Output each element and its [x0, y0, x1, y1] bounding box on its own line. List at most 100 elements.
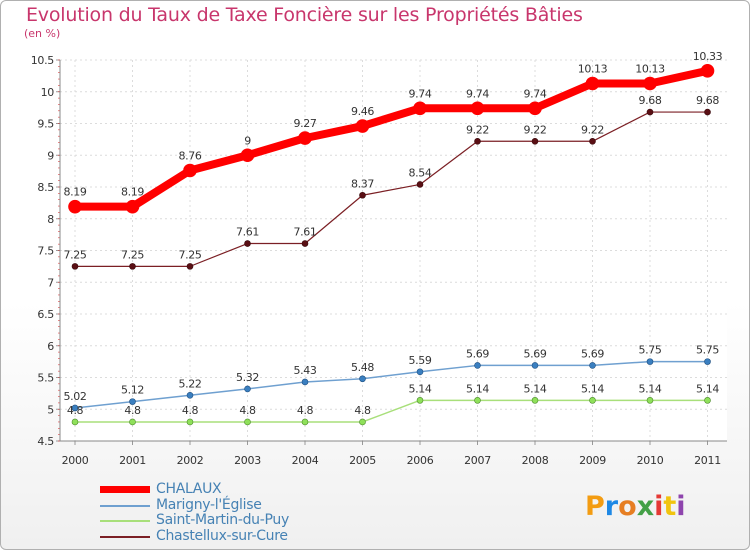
data-point-saint-martin-du-puy-2004: [301, 418, 309, 426]
data-label-saint-martin-du-puy-2011: 5.14: [696, 382, 719, 395]
data-point-marigny-l-eglise-2000: [71, 404, 79, 412]
data-point-marigny-l-eglise-2009: [589, 362, 596, 369]
data-point-chastellux-sur-cure-2001: [129, 263, 136, 270]
x-tick-label-2006: 2006: [407, 454, 434, 467]
x-tick-label-2005: 2005: [349, 454, 376, 467]
data-label-chastellux-sur-cure-2002: 7.25: [179, 248, 202, 261]
data-label-marigny-l-eglise-2010: 5.75: [639, 344, 662, 357]
y-tick-label-9: 9: [47, 149, 54, 162]
data-label-chastellux-sur-cure-2005: 8.37: [351, 177, 374, 190]
data-point-chalaux-2003: [240, 148, 255, 163]
data-point-marigny-l-eglise-2004: [301, 378, 309, 386]
legend-label-chalaux: CHALAUX: [156, 481, 222, 497]
data-label-saint-martin-du-puy-2006: 5.14: [409, 382, 432, 395]
x-tick-label-2004: 2004: [292, 454, 319, 467]
data-label-chastellux-sur-cure-2000: 7.25: [64, 248, 87, 261]
data-point-marigny-l-eglise-2001: [129, 398, 136, 405]
data-point-chalaux-2010: [643, 76, 657, 91]
x-tick-label-2009: 2009: [579, 454, 606, 467]
data-label-chastellux-sur-cure-2008: 9.22: [524, 123, 547, 136]
data-point-chastellux-sur-cure-2003: [244, 240, 251, 247]
data-label-chalaux-2010: 10.13: [635, 62, 665, 75]
data-point-chastellux-sur-cure-2007: [474, 137, 481, 145]
data-label-saint-martin-du-puy-2003: 4.8: [239, 404, 256, 417]
data-point-marigny-l-eglise-2006: [416, 368, 424, 376]
data-label-marigny-l-eglise-2005: 5.48: [351, 361, 374, 374]
logo-letter: r: [604, 491, 619, 522]
data-label-saint-martin-du-puy-2007: 5.14: [466, 382, 489, 395]
data-point-chastellux-sur-cure-2005: [359, 191, 366, 199]
x-tick-label-2011: 2011: [694, 454, 721, 467]
data-label-chalaux-2011: 10.33: [693, 50, 723, 63]
data-label-chastellux-sur-cure-2003: 7.61: [236, 226, 259, 239]
data-point-chalaux-2007: [470, 101, 485, 116]
data-point-chalaux-2001: [125, 199, 140, 214]
legend-label-marigny: Marigny-l'Église: [156, 496, 262, 513]
data-label-marigny-l-eglise-2000: 5.02: [64, 390, 87, 403]
data-point-chastellux-sur-cure-2006: [416, 181, 424, 188]
data-point-chastellux-sur-cure-2004: [301, 240, 309, 247]
data-label-chastellux-sur-cure-2001: 7.25: [121, 248, 144, 261]
data-label-chalaux-2006: 9.74: [409, 87, 432, 100]
data-point-marigny-l-eglise-2002: [186, 391, 194, 399]
data-label-marigny-l-eglise-2009: 5.69: [581, 347, 604, 360]
data-label-chalaux-2008: 9.74: [524, 87, 547, 100]
logo-letter: P: [585, 491, 605, 522]
y-tick-label-5.5: 5.5: [37, 372, 54, 385]
data-point-saint-martin-du-puy-2002: [186, 418, 194, 426]
x-tick-label-2002: 2002: [177, 454, 204, 467]
data-label-marigny-l-eglise-2002: 5.22: [179, 377, 202, 390]
data-point-chastellux-sur-cure-2008: [531, 137, 539, 145]
legend-swatch-marigny: [100, 504, 150, 507]
data-point-saint-martin-du-puy-2001: [129, 418, 136, 426]
data-point-marigny-l-eglise-2007: [474, 362, 481, 369]
x-tick-label-2001: 2001: [119, 454, 146, 467]
y-tick-label-10.5: 10.5: [31, 54, 55, 67]
legend-label-saint-martin: Saint-Martin-du-Puy: [156, 512, 289, 528]
y-tick-label-6: 6: [47, 340, 54, 353]
data-point-chalaux-2008: [528, 101, 542, 116]
data-label-chastellux-sur-cure-2010: 9.68: [639, 94, 662, 107]
y-unit-label: (en %): [24, 27, 61, 40]
series-line-chalaux: [71, 66, 712, 211]
data-label-saint-martin-du-puy-2000: 4.8: [67, 404, 84, 417]
data-point-chalaux-2006: [413, 101, 427, 116]
x-tick-label-2000: 2000: [62, 454, 89, 467]
data-label-saint-martin-du-puy-2001: 4.8: [124, 404, 141, 417]
data-label-chalaux-2001: 8.19: [121, 186, 144, 199]
x-tick-label-2003: 2003: [234, 454, 261, 467]
proxiti-logo: Proxiti: [585, 491, 686, 522]
y-tick-label-7.5: 7.5: [37, 245, 54, 258]
legend-swatch-chalaux: [100, 486, 150, 493]
data-label-marigny-l-eglise-2011: 5.75: [696, 344, 719, 357]
data-point-saint-martin-du-puy-2008: [531, 397, 539, 404]
data-point-chalaux-2009: [585, 76, 600, 91]
y-tick-label-5: 5: [47, 403, 54, 416]
data-point-saint-martin-du-puy-2003: [244, 418, 251, 426]
data-point-chalaux-2004: [298, 131, 312, 145]
data-label-marigny-l-eglise-2003: 5.32: [236, 371, 259, 384]
data-label-saint-martin-du-puy-2005: 4.8: [354, 404, 371, 417]
data-label-saint-martin-du-puy-2004: 4.8: [297, 404, 314, 417]
data-label-marigny-l-eglise-2007: 5.69: [466, 347, 489, 360]
chart-title: Evolution du Taux de Taxe Foncière sur l…: [26, 4, 583, 26]
data-label-chalaux-2009: 10.13: [578, 62, 608, 75]
logo-letter: i: [654, 491, 664, 522]
data-point-marigny-l-eglise-2008: [531, 362, 539, 369]
data-point-saint-martin-du-puy-2007: [474, 397, 481, 404]
logo-letter: i: [676, 491, 686, 522]
data-point-marigny-l-eglise-2010: [646, 358, 654, 365]
data-label-chalaux-2003: 9: [244, 134, 251, 147]
y-tick-label-8.5: 8.5: [37, 181, 54, 194]
data-point-chastellux-sur-cure-2010: [646, 108, 654, 116]
data-point-saint-martin-du-puy-2011: [704, 397, 711, 404]
data-point-chastellux-sur-cure-2000: [71, 263, 79, 270]
data-point-saint-martin-du-puy-2000: [71, 418, 79, 426]
data-label-saint-martin-du-puy-2009: 5.14: [581, 382, 604, 395]
x-tick-label-2007: 2007: [464, 454, 491, 467]
data-label-saint-martin-du-puy-2008: 5.14: [524, 382, 547, 395]
y-tick-label-8: 8: [47, 213, 54, 226]
y-tick-label-4.5: 4.5: [37, 435, 54, 448]
data-point-chastellux-sur-cure-2011: [704, 108, 711, 116]
data-point-saint-martin-du-puy-2006: [416, 397, 424, 404]
